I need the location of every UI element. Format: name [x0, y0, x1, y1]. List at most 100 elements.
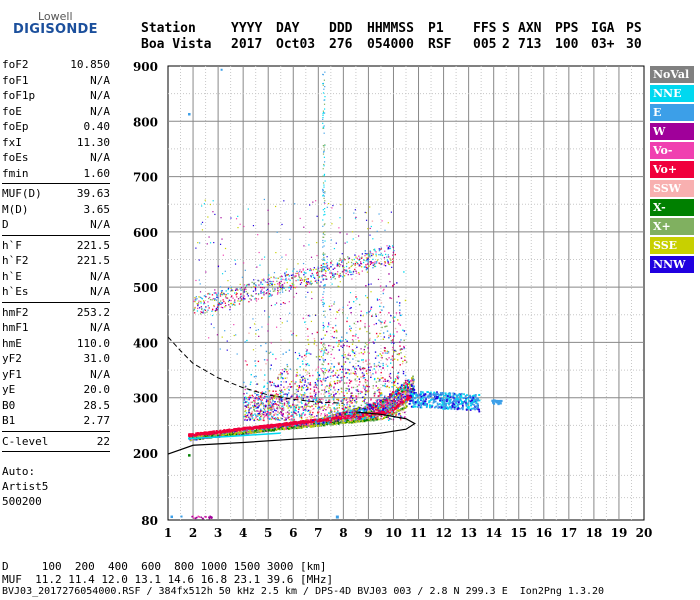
echo-dot	[365, 419, 368, 422]
echo-dot	[305, 423, 308, 426]
param-value: 22	[96, 434, 110, 448]
echo-dot	[330, 353, 333, 356]
echo-dot	[324, 422, 326, 424]
echo-dot	[371, 409, 374, 412]
echo-dot	[402, 395, 404, 397]
echo-dot	[329, 417, 331, 420]
echo-dot	[409, 398, 412, 401]
echo-dot	[347, 368, 349, 371]
echo-dot	[339, 368, 342, 371]
echo-dot	[288, 409, 290, 412]
echo-dot	[398, 398, 401, 400]
echo-dot	[393, 398, 396, 401]
echo-dot	[412, 377, 414, 380]
echo-dot	[385, 411, 387, 413]
echo-dot	[356, 346, 358, 348]
echo-dot	[341, 400, 343, 402]
echo-dot	[263, 359, 266, 361]
echo-dot	[349, 407, 351, 409]
echo-dot	[297, 357, 299, 360]
echo-dot	[361, 415, 364, 418]
echo-dot	[389, 380, 391, 382]
hdr-label-day: DAY	[276, 21, 300, 36]
echo-dot	[321, 405, 324, 408]
echo-dot	[409, 386, 411, 389]
echo-dot	[322, 378, 324, 381]
echo-dot	[305, 369, 307, 372]
echo-dot	[309, 419, 312, 422]
echo-dot	[357, 395, 359, 397]
echo-dot	[391, 405, 394, 408]
echo-dot	[398, 304, 401, 307]
echo-dot	[322, 424, 325, 427]
echo-dot	[375, 365, 378, 368]
echo-dot	[376, 404, 379, 407]
echo-dot	[373, 419, 375, 422]
echo-dot	[307, 421, 310, 424]
echo-dot	[368, 411, 370, 413]
echo-dot	[395, 392, 398, 395]
echo-dot	[299, 379, 301, 381]
echo-dot	[395, 413, 397, 415]
echo-dot	[383, 417, 386, 419]
echo-dot	[367, 403, 370, 406]
echo-dot	[389, 411, 392, 414]
echo-dot	[333, 386, 335, 388]
echo-dot	[324, 349, 326, 351]
echo-dot	[254, 417, 257, 420]
echo-dot	[329, 394, 331, 397]
echo-dot	[282, 422, 285, 425]
echo-dot	[306, 373, 308, 376]
echo-dot	[390, 405, 392, 408]
echo-dot	[380, 377, 383, 379]
echo-dot	[365, 379, 367, 382]
echo-dot	[370, 398, 372, 400]
echo-dot	[336, 416, 339, 419]
echo-dot	[396, 301, 398, 303]
echo-dot	[249, 413, 252, 416]
echo-dot	[378, 404, 381, 407]
echo-dot	[264, 414, 267, 417]
echo-dot	[399, 391, 401, 393]
echo-dot	[396, 398, 399, 401]
param-label: foF2	[2, 58, 29, 71]
echo-dot	[197, 432, 200, 435]
echo-dot	[367, 359, 370, 361]
echo-dot	[387, 398, 390, 401]
echo-dot	[376, 399, 378, 401]
echo-dot	[398, 414, 400, 416]
echo-dot	[390, 399, 393, 402]
echo-dot	[288, 389, 290, 391]
echo-dot	[390, 297, 393, 300]
echo-dot	[379, 399, 382, 402]
echo-dot	[294, 408, 296, 410]
echo-dot	[330, 385, 333, 387]
echo-dot	[281, 409, 283, 411]
echo-dot	[394, 327, 397, 330]
echo-dot	[329, 308, 331, 311]
echo-dot	[347, 420, 350, 422]
echo-dot	[336, 382, 339, 384]
echo-dot	[342, 341, 344, 344]
echo-dot	[281, 428, 283, 430]
echo-dot	[283, 416, 286, 419]
echo-dot	[364, 379, 367, 381]
legend-item-nne: NNE	[650, 85, 694, 102]
echo-dot	[365, 285, 367, 287]
echo-dot	[362, 377, 365, 379]
echo-dot	[353, 419, 356, 421]
echo-dot	[329, 417, 332, 420]
param-label: h`E	[2, 269, 22, 283]
echo-dot	[297, 423, 300, 426]
echo-dot	[376, 409, 379, 412]
echo-dot	[265, 429, 267, 431]
echo-dot	[352, 372, 355, 374]
echo-dot	[357, 414, 359, 416]
echo-dot	[329, 367, 332, 369]
echo-dot	[248, 431, 250, 433]
echo-dot	[401, 385, 403, 388]
echo-dot	[377, 377, 379, 380]
echo-dot	[259, 426, 262, 429]
echo-dot	[255, 416, 257, 418]
echo-dot	[249, 429, 252, 432]
